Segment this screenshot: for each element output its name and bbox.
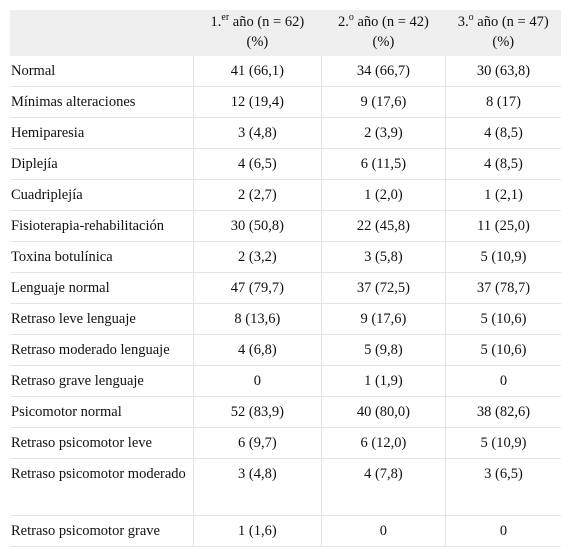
cell-year-3: 0: [444, 365, 561, 397]
results-table: 1.er año (n = 62) (%) 2.o año (n = 42) (…: [10, 10, 561, 547]
table-row: Retraso leve lenguaje 8 (13,6) 9 (17,6) 5 (…: [10, 303, 561, 335]
cell-year-3: 11 (25,0): [444, 210, 561, 242]
cell-year-2: 2 (3,9): [320, 117, 446, 149]
cell-year-3: 38 (82,6): [444, 396, 561, 428]
cell-year-2: 6 (11,5): [320, 148, 446, 180]
header-year-1-rest: año (n = 62): [229, 14, 305, 30]
header-year-3-unit: (%): [492, 34, 515, 50]
cell-year-3: 5 (10,6): [444, 303, 561, 335]
header-year-2-rest: año (n = 42): [353, 14, 429, 30]
table-row: Normal 41 (66,1) 34 (66,7) 30 (63,8): [10, 56, 561, 87]
cell-year-2: 9 (17,6): [320, 303, 446, 335]
cell-year-3: 5 (10,6): [444, 334, 561, 366]
cell-year-1: 3 (4,8): [192, 117, 322, 149]
cell-year-3: 3 (6,5): [444, 458, 561, 516]
cell-year-3: 37 (78,7): [444, 272, 561, 304]
cell-year-1: 47 (79,7): [192, 272, 322, 304]
row-label: Retraso psicomotor moderado: [10, 458, 194, 516]
cell-year-1: 1 (1,6): [192, 515, 322, 547]
table-row: Retraso psicomotor grave 1 (1,6) 0 0: [10, 515, 561, 547]
cell-year-1: 0: [192, 365, 322, 397]
cell-year-1: 12 (19,4): [192, 86, 322, 118]
row-label: Retraso grave lenguaje: [10, 365, 194, 397]
table-row: Lenguaje normal 47 (79,7) 37 (72,5) 37 (78,…: [10, 272, 561, 304]
cell-year-1: 52 (83,9): [192, 396, 322, 428]
cell-year-1: 8 (13,6): [192, 303, 322, 335]
header-year-2: 2.o año (n = 42) (%): [321, 10, 445, 56]
cell-year-1: 30 (50,8): [192, 210, 322, 242]
cell-year-1: 4 (6,8): [192, 334, 322, 366]
cell-year-2: 37 (72,5): [320, 272, 446, 304]
row-label: Cuadriplejía: [10, 179, 194, 211]
row-label: Retraso psicomotor grave: [10, 515, 194, 547]
cell-year-1: 2 (2,7): [192, 179, 322, 211]
header-year-3: 3.o año (n = 47) (%): [445, 10, 561, 56]
header-year-2-unit: (%): [372, 34, 395, 50]
header-year-1-unit: (%): [246, 34, 269, 50]
cell-year-2: 4 (7,8): [320, 458, 446, 516]
header-year-3-prefix: 3.: [457, 14, 469, 30]
cell-year-3: 5 (10,9): [444, 427, 561, 459]
row-label: Retraso moderado lenguaje: [10, 334, 194, 366]
row-label: Fisioterapia-rehabilitación: [10, 210, 194, 242]
cell-year-3: 0: [444, 515, 561, 547]
cell-year-2: 9 (17,6): [320, 86, 446, 118]
cell-year-1: 6 (9,7): [192, 427, 322, 459]
cell-year-2: 0: [320, 515, 446, 547]
cell-year-2: 40 (80,0): [320, 396, 446, 428]
table-row: Hemiparesia 3 (4,8) 2 (3,9) 4 (8,5): [10, 117, 561, 149]
cell-year-2: 22 (45,8): [320, 210, 446, 242]
row-label: Diplejía: [10, 148, 194, 180]
cell-year-2: 1 (1,9): [320, 365, 446, 397]
row-label: Toxina botulínica: [10, 241, 194, 273]
table-row: Retraso psicomotor leve 6 (9,7) 6 (12,0) 5 …: [10, 427, 561, 459]
cell-year-1: 2 (3,2): [192, 241, 322, 273]
table-row: Mínimas alteraciones 12 (19,4) 9 (17,6) 8 (…: [10, 86, 561, 118]
cell-year-2: 34 (66,7): [320, 56, 446, 87]
row-label: Normal: [10, 56, 194, 87]
cell-year-2: 5 (9,8): [320, 334, 446, 366]
table-row: Retraso grave lenguaje 0 1 (1,9) 0: [10, 365, 561, 397]
header-year-3-rest: año (n = 47): [473, 14, 549, 30]
cell-year-3: 4 (8,5): [444, 117, 561, 149]
cell-year-2: 6 (12,0): [320, 427, 446, 459]
header-year-1: 1.er año (n = 62) (%): [193, 10, 321, 56]
row-label: Retraso psicomotor leve: [10, 427, 194, 459]
header-year-2-sup: o: [348, 12, 354, 24]
table-row: Toxina botulínica 2 (3,2) 3 (5,8) 5 (10,9): [10, 241, 561, 273]
row-label: Retraso leve lenguaje: [10, 303, 194, 335]
header-year-3-sup: o: [468, 12, 474, 24]
cell-year-3: 5 (10,9): [444, 241, 561, 273]
cell-year-3: 30 (63,8): [444, 56, 561, 87]
table-header-row: 1.er año (n = 62) (%) 2.o año (n = 42) (…: [10, 10, 561, 56]
cell-year-1: 41 (66,1): [192, 56, 322, 87]
row-label: Lenguaje normal: [10, 272, 194, 304]
cell-year-2: 3 (5,8): [320, 241, 446, 273]
header-year-1-sup: er: [221, 12, 230, 24]
table-row: Retraso psicomotor moderado 3 (4,8) 4 (7,8…: [10, 458, 561, 516]
cell-year-3: 8 (17): [444, 86, 561, 118]
table-row: Fisioterapia-rehabilitación 30 (50,8) 22 (…: [10, 210, 561, 242]
header-year-1-prefix: 1.: [210, 14, 222, 30]
row-label: Hemiparesia: [10, 117, 194, 149]
cell-year-1: 4 (6,5): [192, 148, 322, 180]
cell-year-1: 3 (4,8): [192, 458, 322, 516]
header-empty-cell: [10, 10, 194, 56]
cell-year-3: 4 (8,5): [444, 148, 561, 180]
table-row: Cuadriplejía 2 (2,7) 1 (2,0) 1 (2,1): [10, 179, 561, 211]
table-row: Diplejía 4 (6,5) 6 (11,5) 4 (8,5): [10, 148, 561, 180]
table-row: Retraso moderado lenguaje 4 (6,8) 5 (9,8) 5…: [10, 334, 561, 366]
cell-year-3: 1 (2,1): [444, 179, 561, 211]
row-label: Psicomotor normal: [10, 396, 194, 428]
header-year-2-prefix: 2.: [337, 14, 349, 30]
row-label: Mínimas alteraciones: [10, 86, 194, 118]
table-row: Psicomotor normal 52 (83,9) 40 (80,0) 38 (8…: [10, 396, 561, 428]
cell-year-2: 1 (2,0): [320, 179, 446, 211]
